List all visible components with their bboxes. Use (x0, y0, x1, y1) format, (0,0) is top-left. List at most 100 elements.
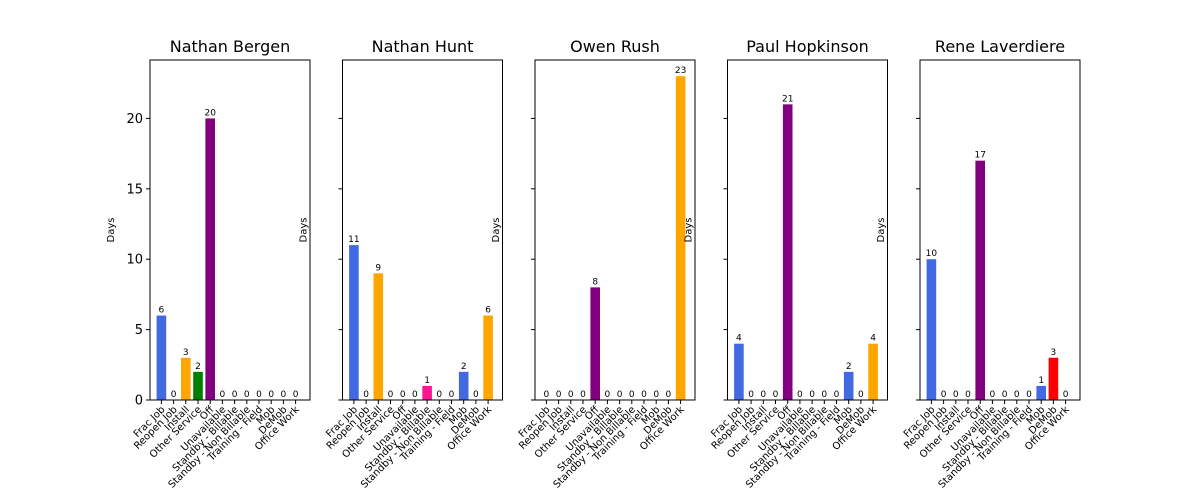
y-tick-label: 0 (135, 394, 143, 409)
bar-frac-job (734, 343, 744, 400)
data-label: 0 (244, 390, 250, 400)
data-label: 4 (736, 334, 742, 344)
panel-title: Nathan Hunt (372, 37, 474, 56)
data-label: 0 (436, 390, 442, 400)
plot-frame (534, 59, 696, 401)
data-label: 0 (412, 390, 418, 400)
data-label: 23 (675, 66, 686, 76)
data-label: 1 (1038, 376, 1044, 386)
data-label: 0 (568, 390, 574, 400)
data-label: 0 (965, 390, 971, 400)
y-axis-label: Days (299, 218, 310, 243)
plot-frame (149, 59, 311, 401)
data-label: 0 (544, 390, 550, 400)
data-label: 0 (941, 390, 947, 400)
y-tick-label: 5 (135, 323, 143, 338)
data-label: 0 (1026, 390, 1032, 400)
panel-title: Nathan Bergen (170, 37, 290, 56)
data-label: 0 (281, 390, 287, 400)
bar-off (205, 118, 215, 400)
bar-demob (1048, 357, 1059, 400)
data-label: 0 (773, 390, 779, 400)
bar-frac-job (349, 245, 359, 400)
plot-frame (727, 59, 888, 401)
bar-mob (1036, 385, 1046, 400)
data-label: 2 (461, 362, 467, 372)
data-label: 0 (821, 390, 827, 400)
data-label: 0 (858, 390, 864, 400)
data-label: 0 (363, 390, 369, 400)
bar-mob (843, 371, 854, 400)
y-tick-label: 15 (126, 182, 143, 197)
bar-mob (458, 371, 469, 400)
data-label: 4 (870, 334, 876, 344)
data-label: 0 (449, 390, 455, 400)
bar-office-work (483, 315, 493, 400)
data-label: 8 (592, 277, 598, 287)
bar-frac-job (156, 315, 167, 400)
data-label: 0 (748, 390, 754, 400)
data-label: 3 (1051, 348, 1057, 358)
data-label: 0 (605, 390, 611, 400)
data-label: 17 (974, 151, 985, 161)
bar-off (590, 287, 600, 400)
panel-title: Owen Rush (570, 37, 660, 56)
y-axis-label: Days (876, 218, 887, 243)
data-label: 0 (834, 390, 840, 400)
y-axis-label: Days (684, 218, 695, 243)
bar-off (782, 104, 793, 400)
data-label: 0 (809, 390, 815, 400)
data-label: 0 (388, 390, 394, 400)
bar-install (181, 357, 191, 400)
data-label: 20 (204, 108, 216, 118)
data-label: 0 (220, 390, 226, 400)
bar-off (975, 160, 985, 400)
data-label: 0 (760, 390, 766, 400)
data-label: 0 (232, 390, 238, 400)
bar-other-service (193, 371, 203, 400)
bar-standby-billable (422, 385, 432, 400)
data-label: 9 (375, 263, 381, 273)
bar-frac-job (926, 259, 937, 400)
plot-frame (919, 59, 1081, 401)
data-label: 0 (1014, 390, 1020, 400)
bar-office-work (675, 76, 686, 400)
y-axis-label: Days (106, 218, 117, 243)
data-label: 11 (348, 235, 359, 245)
plot-frame (342, 59, 503, 401)
data-label: 3 (183, 348, 189, 358)
data-label: 0 (990, 390, 996, 400)
data-label: 0 (256, 390, 262, 400)
data-label: 1 (424, 376, 430, 386)
panel-title: Paul Hopkinson (746, 37, 869, 56)
data-label: 2 (846, 362, 852, 372)
data-label: 6 (159, 306, 165, 316)
data-label: 0 (580, 390, 586, 400)
data-label: 0 (473, 390, 479, 400)
data-label: 0 (293, 390, 299, 400)
data-label: 0 (617, 390, 623, 400)
panel-title: Rene Laverdiere (935, 37, 1065, 56)
bar-install (373, 273, 384, 400)
data-label: 6 (485, 306, 491, 316)
data-label: 10 (926, 249, 938, 259)
data-label: 0 (641, 390, 647, 400)
data-label: 0 (653, 390, 659, 400)
data-label: 2 (195, 362, 201, 372)
data-label: 0 (953, 390, 959, 400)
data-label: 0 (1002, 390, 1008, 400)
data-label: 0 (556, 390, 562, 400)
data-label: 21 (782, 94, 793, 104)
data-label: 0 (171, 390, 177, 400)
y-tick-label: 10 (126, 253, 143, 268)
data-label: 0 (797, 390, 803, 400)
data-label: 0 (268, 390, 274, 400)
data-label: 0 (1063, 390, 1069, 400)
data-label: 0 (400, 390, 406, 400)
bar-office-work (868, 343, 878, 400)
data-label: 0 (629, 390, 635, 400)
